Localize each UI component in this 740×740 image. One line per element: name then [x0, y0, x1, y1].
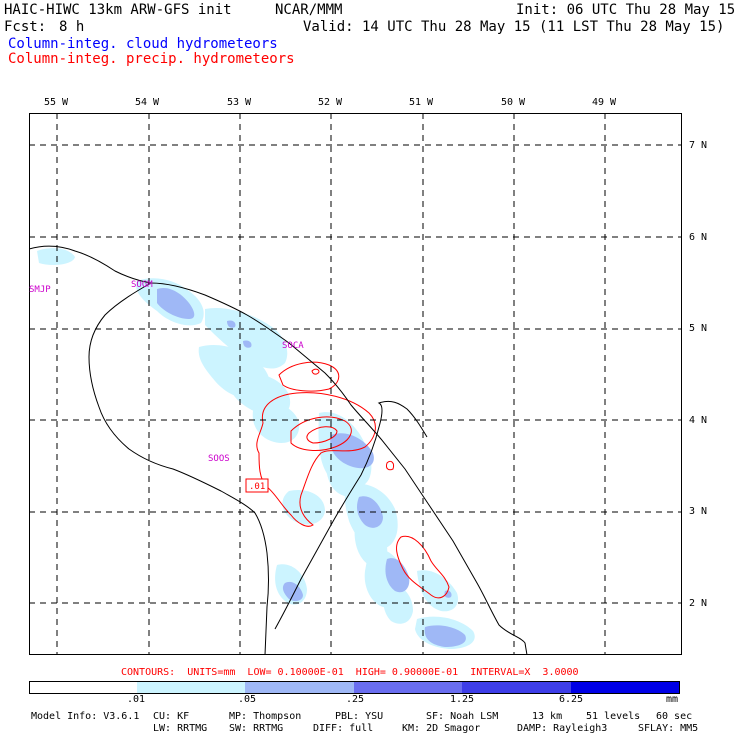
footer-diff: DIFF: full [313, 723, 374, 734]
colorbar-tick-2: .25 [346, 694, 365, 705]
footer-timestep: 60 sec [656, 711, 693, 722]
footer-pbl: PBL: YSU [335, 711, 384, 722]
colorbar-tick-1: .05 [238, 694, 257, 705]
footer-resolution: 13 km [532, 711, 563, 722]
coastline [29, 245, 528, 655]
footer-mp: MP: Thompson [229, 711, 302, 722]
colorbar-tick-3: 1.25 [450, 694, 475, 705]
color-bar [29, 681, 680, 694]
station-soca: SOCA [282, 341, 304, 351]
lat-label-6n: 6 N [689, 232, 708, 243]
lon-label-52w: 52 W [318, 97, 343, 108]
footer-damp: DAMP: Rayleigh3 [517, 723, 608, 734]
lon-label-49w: 49 W [592, 97, 617, 108]
footer-sw: SW: RRTMG [229, 723, 284, 734]
footer-sf: SF: Noah LSM [426, 711, 499, 722]
map-frame [29, 113, 682, 655]
lon-label-55w: 55 W [44, 97, 69, 108]
station-smjp: SMJP [29, 285, 51, 295]
model-title: HAIC-HIWC 13km ARW-GFS init [4, 2, 232, 18]
colorbar-bin-4 [462, 681, 571, 693]
grid-lines [29, 113, 682, 655]
center-label: NCAR/MMM [275, 2, 343, 18]
footer-levels: 51 levels [586, 711, 641, 722]
footer-km: KM: 2D Smagor [402, 723, 481, 734]
station-soos: SOOS [208, 454, 230, 464]
lon-label-54w: 54 W [135, 97, 160, 108]
map-panel [29, 113, 682, 655]
colorbar-units: mm [666, 694, 679, 705]
field1-title: Column-integ. cloud hydrometeors [8, 36, 278, 52]
contour-info: CONTOURS: UNITS=mm LOW= 0.10000E-01 HIGH… [121, 667, 579, 678]
lat-label-5n: 5 N [689, 323, 708, 334]
footer-model-version: Model Info: V3.6.1 [31, 711, 140, 722]
station-sogm: SOGM [131, 280, 153, 290]
contour-label-box [245, 478, 269, 493]
init-time: Init: 06 UTC Thu 28 May 15 [516, 2, 736, 18]
footer-cu: CU: KF [153, 711, 190, 722]
colorbar-tick-4: 6.25 [559, 694, 584, 705]
field2-title: Column-integ. precip. hydrometeors [8, 51, 295, 67]
fcst-value: 8 h [59, 19, 85, 35]
colorbar-tick-0: .01 [127, 694, 146, 705]
lat-label-4n: 4 N [689, 415, 708, 426]
lat-label-2n: 2 N [689, 598, 708, 609]
fcst-label: Fcst: [4, 19, 47, 35]
cloud-shading-light [37, 248, 475, 649]
colorbar-bin-5 [571, 681, 679, 693]
footer-sflay: SFLAY: MM5 [638, 723, 699, 734]
colorbar-bin-3 [354, 681, 462, 693]
colorbar-bin-1 [137, 681, 245, 693]
contour-label: .01 [249, 482, 266, 492]
valid-time: Valid: 14 UTC Thu 28 May 15 (11 LST Thu … [303, 19, 725, 35]
lon-label-53w: 53 W [227, 97, 252, 108]
colorbar-bin-2 [245, 681, 354, 693]
lon-label-50w: 50 W [501, 97, 526, 108]
cloud-shading-medium [157, 287, 466, 647]
lat-label-7n: 7 N [689, 140, 708, 151]
colorbar-bin-0 [29, 681, 137, 693]
footer-lw: LW: RRTMG [153, 723, 208, 734]
lon-label-51w: 51 W [409, 97, 434, 108]
lat-label-3n: 3 N [689, 506, 708, 517]
